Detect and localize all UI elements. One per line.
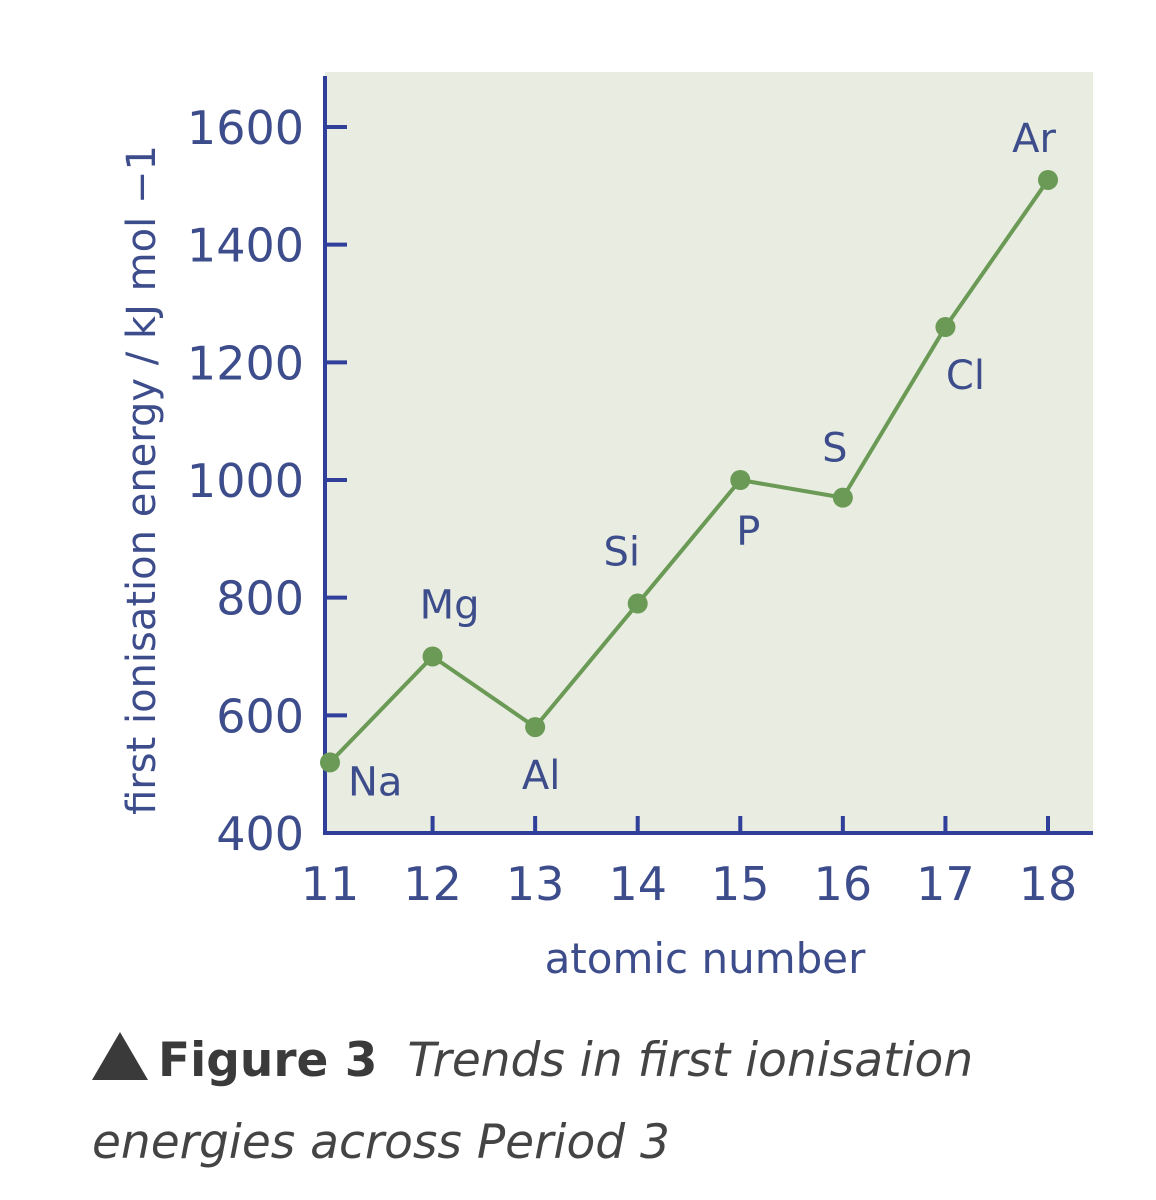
figure-caption-text: Trends in first ionisation energies acro… [92,1033,974,1170]
series-line [328,178,1050,764]
y-tick-label: 1000 [187,454,304,508]
y-tick-label: 600 [216,689,304,743]
y-axis-label: first ionisation energy / kJ mol −1 [119,145,165,815]
data-point [525,717,546,738]
y-tick-label: 800 [216,572,304,626]
point-label: Na [348,759,402,805]
data-point [832,487,853,508]
y-axis-ticks: 400 600 800 1000 1200 1400 1600 [187,101,347,861]
data-point [320,752,340,773]
data-point [935,317,956,338]
point-label: Si [603,530,640,576]
figure-label: Figure 3 [158,1033,378,1088]
x-tick-label: 11 [301,857,360,911]
x-axis-ticks: 11 12 13 14 15 16 17 18 [301,816,1078,911]
point-labels: Na Mg Al Si P S Cl Ar [348,116,1056,805]
point-label: Al [522,753,560,799]
data-point [1038,169,1058,190]
y-tick-label: 400 [216,807,304,861]
data-point [627,593,648,614]
point-label: Ar [1012,116,1056,162]
x-tick-label: 14 [608,857,667,911]
figure-caption: Figure 3 Trends in first ionisation energ… [92,1020,1132,1184]
data-point [730,470,751,490]
y-tick-label: 1600 [187,101,304,155]
y-tick-label: 1400 [187,219,304,273]
y-tick-label: 1200 [187,336,304,390]
x-tick-label: 18 [1019,857,1078,911]
point-label: Cl [946,353,985,399]
ionisation-energy-chart: 400 600 800 1000 1200 1400 1600 11 12 13 14 15 16 17… [119,72,1093,983]
data-point [422,646,443,667]
x-axis-label: atomic number [545,934,867,983]
data-points [320,169,1058,773]
point-label: S [822,426,847,472]
point-label: Mg [420,583,480,629]
x-tick-label: 13 [506,857,565,911]
point-label: P [736,509,760,555]
triangle-marker-icon [92,1032,148,1080]
x-tick-label: 12 [403,857,462,911]
x-tick-label: 17 [916,857,975,911]
x-tick-label: 16 [814,857,873,911]
plot-background [325,72,1093,833]
x-tick-label: 15 [711,857,770,911]
